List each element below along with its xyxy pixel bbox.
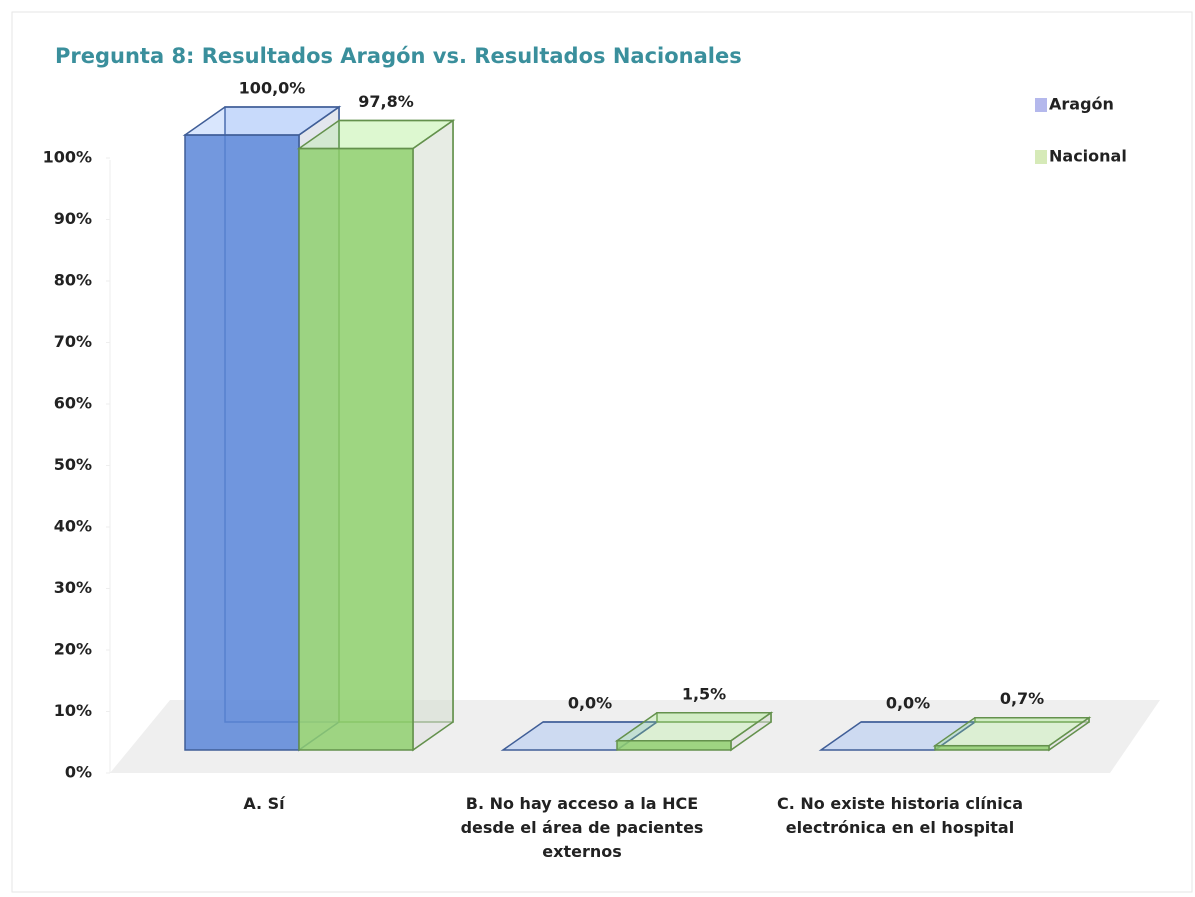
legend-label: Aragón xyxy=(1049,95,1114,114)
data-label: 100,0% xyxy=(239,79,306,98)
y-tick-label: 100% xyxy=(43,148,92,167)
y-tick-label: 30% xyxy=(54,578,92,597)
data-label: 1,5% xyxy=(682,684,726,703)
data-label: 0,0% xyxy=(886,694,930,713)
y-tick-label: 0% xyxy=(65,763,92,782)
bar-top xyxy=(182,106,342,136)
bar-top xyxy=(932,716,1092,747)
x-tick-label: A. Sí xyxy=(243,794,285,813)
y-tick-label: 20% xyxy=(54,640,92,659)
y-tick-label: 60% xyxy=(54,394,92,413)
x-tick-label: C. No existe historia clínica electrónic… xyxy=(777,794,1023,837)
data-label: 0,7% xyxy=(1000,689,1044,708)
legend-swatch xyxy=(1035,150,1047,164)
legend-label: Nacional xyxy=(1049,147,1127,166)
chart-title: Pregunta 8: Resultados Aragón vs. Result… xyxy=(55,44,742,68)
y-tick-label: 80% xyxy=(54,271,92,290)
legend-swatch xyxy=(1035,98,1047,112)
bar-top xyxy=(296,119,456,150)
data-label: 0,0% xyxy=(568,694,612,713)
y-tick-label: 50% xyxy=(54,455,92,474)
y-tick-label: 40% xyxy=(54,517,92,536)
data-label: 97,8% xyxy=(358,92,414,111)
y-tick-label: 70% xyxy=(54,332,92,351)
y-tick-label: 90% xyxy=(54,209,92,228)
x-tick-label: B. No hay acceso a la HCE desde el área … xyxy=(460,794,704,861)
bar-top xyxy=(614,712,774,742)
y-tick-label: 10% xyxy=(54,701,92,720)
bar-front xyxy=(298,147,414,751)
bar-front xyxy=(616,740,732,751)
bar-front xyxy=(184,134,300,751)
bar-side xyxy=(412,119,454,752)
